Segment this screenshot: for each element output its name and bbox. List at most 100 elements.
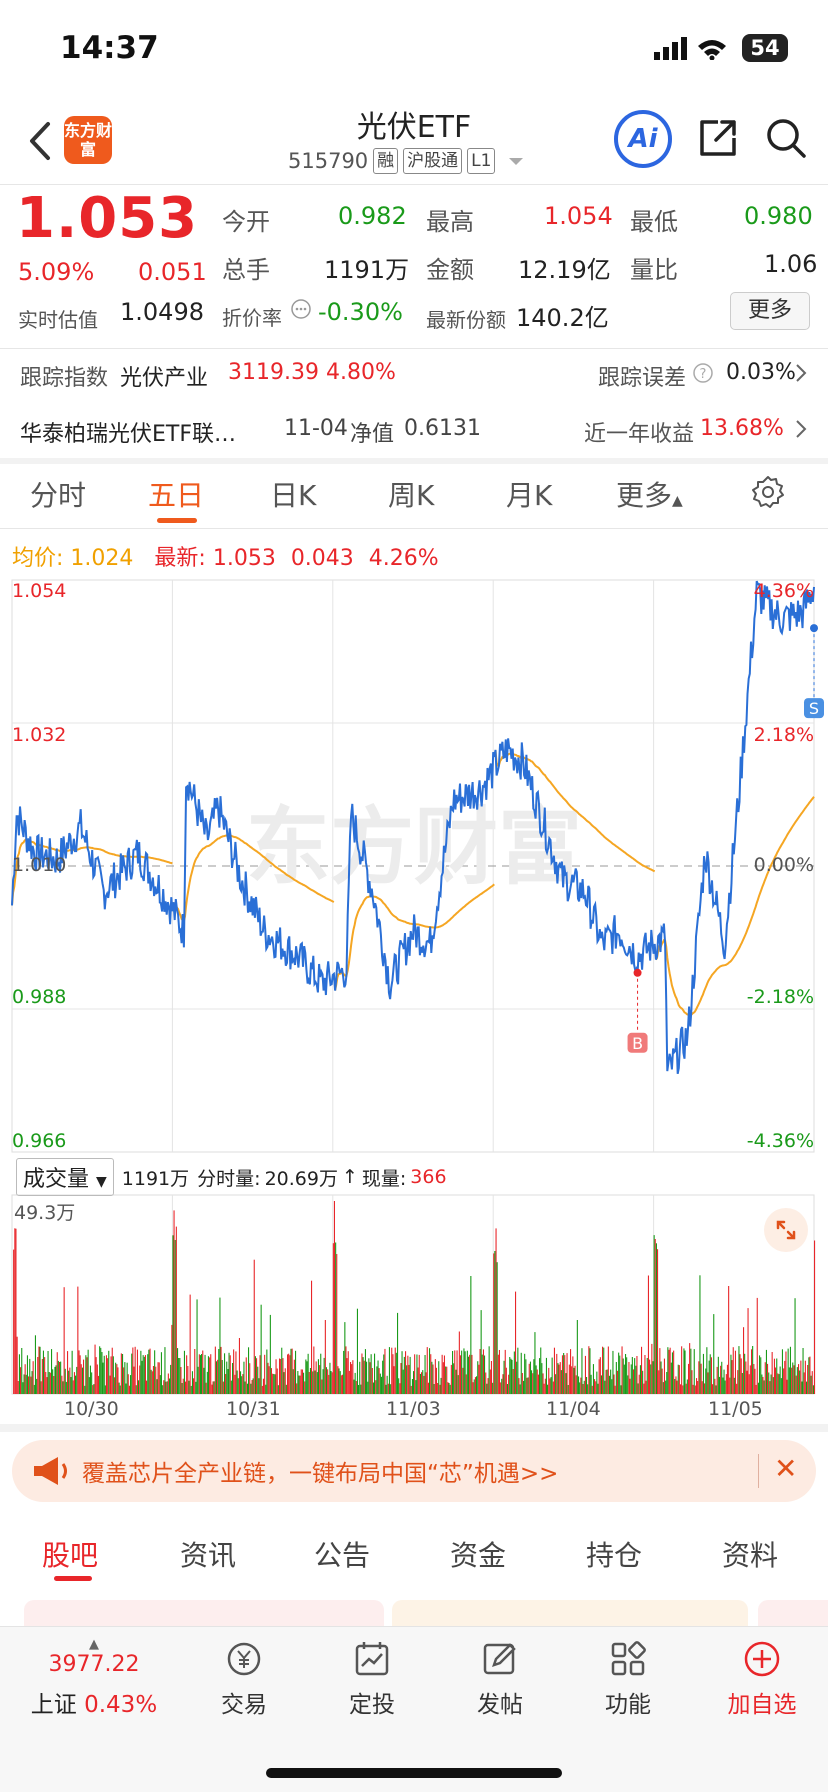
volume-bar	[70, 1377, 72, 1394]
signal-wifi-icon	[654, 37, 726, 60]
volume-bar	[513, 1351, 515, 1394]
expand-chart-button[interactable]	[764, 1208, 808, 1252]
volume-bar	[528, 1363, 530, 1394]
volume-bar	[65, 1381, 67, 1394]
volume-bar	[623, 1364, 625, 1394]
tab-news[interactable]: 资讯	[180, 1539, 237, 1572]
volume-bar	[531, 1370, 533, 1394]
tab-forum[interactable]: 股吧	[42, 1539, 99, 1572]
promo-card[interactable]	[392, 1600, 748, 1626]
tab-intraday[interactable]: 分时	[30, 479, 87, 512]
volume-bar	[296, 1383, 298, 1394]
promo-card[interactable]	[758, 1600, 828, 1626]
volume-bar	[207, 1356, 209, 1394]
security-code-line[interactable]: 515790 融 沪股通 L1	[288, 148, 527, 174]
volume-bar	[675, 1376, 677, 1394]
volume-bar	[269, 1314, 271, 1394]
tab-funds-flow[interactable]: 资金	[450, 1539, 507, 1572]
volume-bar	[497, 1354, 499, 1394]
tab-five-day[interactable]: 五日	[148, 479, 205, 512]
shares-value: 140.2亿	[516, 304, 609, 332]
volume-bar	[463, 1348, 465, 1394]
volume-bar	[591, 1385, 593, 1394]
volume-bar	[47, 1351, 49, 1394]
volume-bar	[472, 1382, 474, 1394]
volume-bar	[548, 1367, 550, 1394]
y-pct-tick-5: -4.36%	[746, 1130, 814, 1152]
sell-marker-label: S	[809, 699, 819, 718]
volume-bar	[784, 1360, 786, 1394]
help-icon[interactable]: ?	[692, 362, 714, 384]
y-tick-3: 1.010	[12, 854, 67, 876]
back-arrow-icon[interactable]	[22, 118, 62, 164]
volume-bar	[721, 1361, 723, 1394]
volume-bar	[705, 1368, 707, 1394]
volume-bar	[449, 1384, 451, 1394]
volume-bar	[669, 1347, 671, 1394]
volume-indicator-select[interactable]: 成交量 ▼	[16, 1158, 114, 1196]
index-ticker[interactable]: ▲ 3977.22 上证 0.43%	[14, 1637, 174, 1719]
nav-post[interactable]: 发帖	[450, 1639, 550, 1719]
volume-bar	[157, 1362, 159, 1394]
nav-auto-invest[interactable]: 定投	[322, 1639, 422, 1719]
tab-more[interactable]: 更多▲	[616, 479, 683, 512]
volume-bar	[76, 1366, 78, 1394]
avg-value: 1.024	[70, 546, 134, 571]
volume-bar	[92, 1385, 94, 1394]
volume-bar	[315, 1361, 317, 1394]
volume-bar	[411, 1379, 413, 1394]
volume-bar	[131, 1353, 133, 1394]
buy-marker-label: B	[632, 1034, 643, 1053]
nav-label: 净值	[350, 422, 395, 447]
volume-bar	[587, 1384, 589, 1394]
info-dots-icon[interactable]	[290, 298, 312, 320]
volume-bar	[146, 1380, 148, 1394]
volume-bar	[218, 1349, 220, 1394]
x-tick-1: 10/30	[64, 1398, 119, 1420]
volume-bar	[580, 1377, 582, 1394]
per-min-label: 分时量:	[197, 1167, 261, 1190]
buy-marker-badge	[627, 1032, 648, 1053]
share-icon[interactable]	[696, 116, 740, 160]
volume-bar	[781, 1349, 783, 1394]
volume-bar	[406, 1365, 408, 1394]
search-icon[interactable]	[764, 116, 808, 160]
volume-total: 1191万	[121, 1167, 190, 1190]
tab-weekly-k[interactable]: 周K	[388, 479, 435, 512]
settings-gear-icon[interactable]	[750, 474, 786, 510]
five-day-chart[interactable]: 东方财富 B S	[0, 570, 828, 1400]
tab-announcements[interactable]: 公告	[314, 1539, 371, 1572]
volume-bar	[665, 1380, 667, 1394]
volume-bar	[371, 1368, 373, 1394]
tab-holdings[interactable]: 持仓	[586, 1539, 643, 1572]
tracking-index-value: 3119.39	[228, 360, 319, 385]
tab-profile[interactable]: 资料	[722, 1539, 779, 1572]
volume-bar	[446, 1366, 448, 1394]
volume-bar	[764, 1362, 766, 1394]
volume-bar	[668, 1349, 670, 1394]
nav-value: 0.6131	[404, 416, 481, 441]
volume-bar	[273, 1374, 275, 1394]
volume-bar	[190, 1385, 192, 1394]
latest-change: 0.043	[290, 546, 354, 571]
volume-bar	[628, 1362, 630, 1394]
promo-card[interactable]	[24, 1600, 384, 1626]
volume-bar	[661, 1368, 663, 1394]
ai-assistant-button[interactable]: Ai	[614, 110, 672, 168]
nav-functions[interactable]: 功能	[578, 1639, 678, 1719]
promo-banner[interactable]: 覆盖芯片全产业链，一键布局中国“芯”机遇>> ✕	[12, 1440, 816, 1502]
tab-daily-k[interactable]: 日K	[270, 479, 317, 512]
more-quote-button[interactable]: 更多	[730, 292, 810, 330]
volume-bar	[707, 1372, 709, 1394]
nav-functions-label: 功能	[605, 1692, 651, 1718]
close-icon[interactable]: ✕	[774, 1452, 798, 1485]
volume-bar	[55, 1365, 57, 1394]
volume-bar	[364, 1349, 366, 1394]
volume-bar	[61, 1375, 63, 1394]
volume-bar	[452, 1351, 454, 1394]
volume-bar	[715, 1385, 717, 1394]
volume-bar	[217, 1359, 219, 1394]
nav-trade[interactable]: 交易	[194, 1639, 294, 1719]
nav-add-watchlist[interactable]: 加自选	[712, 1639, 812, 1719]
tab-monthly-k[interactable]: 月K	[506, 479, 553, 512]
